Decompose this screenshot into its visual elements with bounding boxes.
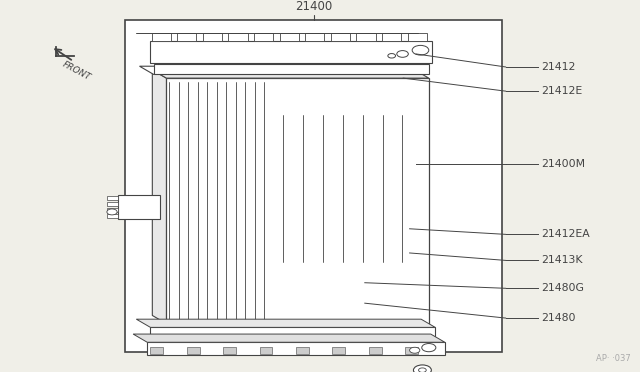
Text: 21400: 21400 xyxy=(295,0,332,13)
Circle shape xyxy=(107,209,117,215)
Text: FRONT: FRONT xyxy=(61,60,92,82)
Bar xyxy=(223,347,236,354)
Bar xyxy=(254,33,273,41)
Circle shape xyxy=(412,45,429,55)
Text: 21412EA: 21412EA xyxy=(541,230,589,239)
Bar xyxy=(228,33,248,41)
Bar xyxy=(150,347,163,354)
Circle shape xyxy=(388,54,396,58)
Bar xyxy=(356,33,376,41)
Bar xyxy=(118,195,160,219)
Bar xyxy=(405,347,418,354)
Bar xyxy=(332,347,345,354)
Circle shape xyxy=(413,365,431,372)
Bar xyxy=(107,208,118,212)
Bar xyxy=(296,347,308,354)
Bar xyxy=(280,33,299,41)
Text: 21400M: 21400M xyxy=(541,159,585,169)
Bar xyxy=(154,64,429,74)
Bar xyxy=(107,196,118,200)
Text: 21412E: 21412E xyxy=(541,86,582,96)
Text: 21413K: 21413K xyxy=(541,256,582,265)
Bar xyxy=(369,347,381,354)
Bar xyxy=(331,33,350,41)
Polygon shape xyxy=(152,70,429,78)
Polygon shape xyxy=(140,66,429,74)
Circle shape xyxy=(419,368,426,372)
Polygon shape xyxy=(152,70,166,324)
Bar xyxy=(166,78,429,324)
Bar xyxy=(305,33,324,41)
Circle shape xyxy=(422,344,436,352)
Polygon shape xyxy=(136,319,435,327)
Bar xyxy=(177,33,196,41)
Circle shape xyxy=(410,347,420,353)
Bar xyxy=(125,20,502,352)
Bar xyxy=(382,33,401,41)
Bar xyxy=(107,214,118,218)
Bar xyxy=(408,33,427,41)
Bar xyxy=(147,342,445,355)
Bar xyxy=(107,202,118,206)
Text: AP· ·037: AP· ·037 xyxy=(596,354,630,363)
Bar xyxy=(203,33,222,41)
Bar xyxy=(187,347,200,354)
Polygon shape xyxy=(133,334,445,342)
Bar xyxy=(260,347,273,354)
Bar xyxy=(150,41,432,63)
Text: 21412: 21412 xyxy=(541,62,575,72)
Bar xyxy=(150,327,435,340)
Bar xyxy=(152,33,171,41)
Text: 21480G: 21480G xyxy=(541,283,584,293)
Text: 21480: 21480 xyxy=(541,313,575,323)
Circle shape xyxy=(397,51,408,57)
